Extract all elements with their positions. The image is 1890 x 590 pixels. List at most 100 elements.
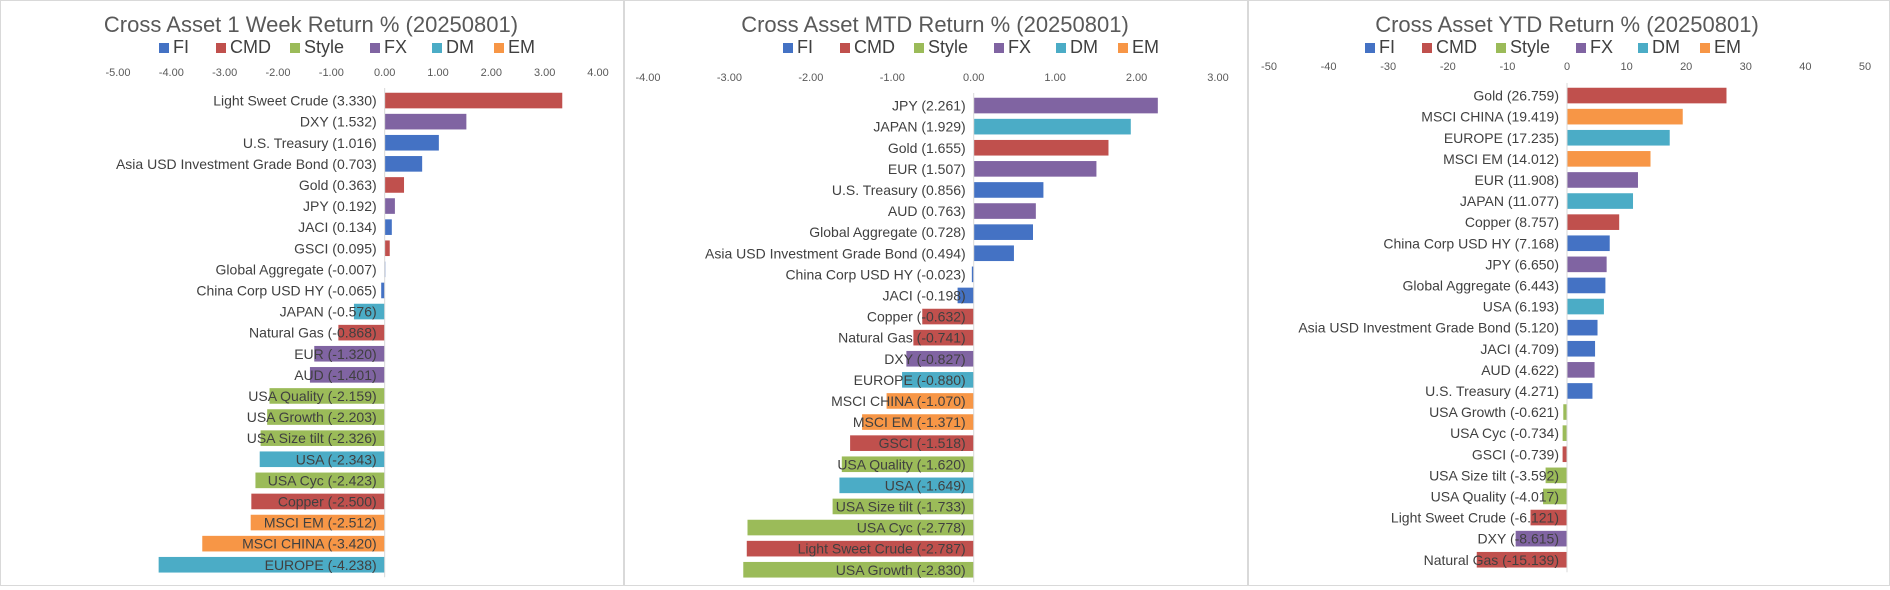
bar-usa-cyc-0-734: [1562, 425, 1567, 441]
x-tick-label: -2.00: [798, 72, 823, 84]
category-label-europe-0-880: EUROPE (-0.880): [854, 372, 966, 388]
bar-light-sweet-crude-3-330: [384, 92, 563, 109]
category-label-natural-gas-0-868: Natural Gas (-0.868): [249, 325, 377, 341]
category-label-usa-1-649: USA (-1.649): [885, 477, 966, 493]
bar-copper-8-757: [1567, 214, 1620, 230]
category-label-aud-0-763: AUD (0.763): [888, 203, 966, 219]
category-label-japan-11-077: JAPAN (11.077): [1460, 193, 1559, 209]
bar-usa-cyc-2-778: [747, 519, 974, 536]
bar-usa-cyc-2-423: [255, 472, 385, 489]
category-label-u-s-treasury-1-016: U.S. Treasury (1.016): [243, 135, 377, 151]
x-tick-label: -3.00: [717, 72, 742, 84]
bar-dxy-1-532: [384, 113, 467, 130]
category-label-eur-11-908: EUR (11.908): [1474, 172, 1559, 188]
bar-aud-0-763: [973, 203, 1036, 219]
x-tick-label: 4.00: [587, 67, 608, 79]
legend-swatch-fi: [783, 43, 793, 53]
bar-copper-0-632: [922, 308, 974, 325]
bar-usa-quality-4-017: [1543, 488, 1567, 505]
x-tick-label: 2.00: [1126, 72, 1147, 84]
bar-jaci-4-709: [1567, 340, 1596, 357]
legend-label-em: EM: [1132, 37, 1159, 57]
bar-usa-6-193: [1567, 298, 1604, 315]
category-label-jpy-0-192: JPY (0.192): [303, 198, 377, 214]
x-tick-label: -20: [1440, 61, 1456, 73]
x-tick-label: -2.00: [265, 67, 290, 79]
legend-label-style: Style: [304, 37, 344, 57]
category-label-asia-usd-investment-grade-bond-5-120: Asia USD Investment Grade Bond (5.120): [1298, 320, 1559, 336]
x-tick-label: 10: [1620, 61, 1632, 73]
bar-msci-china-3-420: [202, 535, 385, 552]
bar-eur-11-908: [1567, 172, 1638, 188]
category-label-asia-usd-investment-grade-bond-0-703: Asia USD Investment Grade Bond (0.703): [116, 156, 377, 172]
bar-copper-2-500: [251, 493, 385, 510]
bar-light-sweet-crude-6-121: [1530, 509, 1567, 526]
bar-msci-china-1-070: [886, 393, 974, 409]
legend-label-fx: FX: [1590, 37, 1613, 57]
bar-jpy-6-650: [1567, 256, 1607, 273]
bar-gsci-0-739: [1562, 446, 1567, 463]
legend-label-fx: FX: [1008, 37, 1031, 57]
chart-title: Cross Asset YTD Return % (20250801): [1375, 12, 1759, 37]
category-label-jpy-2-261: JPY (2.261): [892, 98, 966, 114]
bar-usa-quality-2-159: [269, 388, 385, 404]
category-label-gsci-1-518: GSCI (-1.518): [879, 435, 966, 451]
legend-label-fi: FI: [797, 37, 813, 57]
bar-usa-size-tilt-3-592: [1545, 467, 1567, 484]
chart-panel-ytd: Cross Asset YTD Return % (20250801) FI CMD…: [1248, 0, 1890, 586]
legend-label-fx: FX: [384, 37, 407, 57]
bar-europe-17-235: [1567, 129, 1670, 146]
bar-jpy-0-192: [384, 198, 395, 214]
bar-usa-growth-2-830: [743, 561, 974, 578]
x-tick-label: 1.00: [427, 67, 448, 79]
bar-europe-0-880: [902, 372, 974, 388]
bar-msci-em-1-371: [862, 414, 974, 430]
category-label-jaci-0-134: JACI (0.134): [298, 219, 377, 235]
category-label-aud-1-401: AUD (-1.401): [294, 367, 376, 383]
category-label-usa-growth-0-621: USA Growth (-0.621): [1429, 404, 1559, 420]
category-label-usa-6-193: USA (6.193): [1483, 299, 1559, 315]
bar-jaci-0-198: [957, 287, 974, 304]
x-tick-label: -4.00: [635, 72, 660, 84]
chart-ytd-return: Cross Asset YTD Return % (20250801)FI CMD…: [1261, 12, 1871, 573]
category-label-usa-cyc-2-423: USA Cyc (-2.423): [268, 472, 377, 488]
category-label-usa-cyc-0-734: USA Cyc (-0.734): [1450, 425, 1559, 441]
category-label-usa-2-343: USA (-2.343): [296, 451, 377, 467]
x-tick-label: 3.00: [1207, 72, 1228, 84]
category-label-asia-usd-investment-grade-bond-0-494: Asia USD Investment Grade Bond (0.494): [705, 245, 966, 261]
legend-label-cmd: CMD: [1436, 37, 1477, 57]
category-label-china-corp-usd-hy-7-168: China Corp USD HY (7.168): [1383, 235, 1559, 251]
bar-japan-0-576: [353, 303, 385, 320]
bar-asia-usd-investment-grade-bond-0-494: [973, 245, 1014, 262]
legend-swatch-dm: [432, 43, 442, 53]
bar-china-corp-usd-hy-0-065: [381, 282, 385, 299]
category-label-msci-china-3-420: MSCI CHINA (-3.420): [242, 536, 377, 552]
x-tick-label: -4.00: [159, 67, 184, 79]
legend-swatch-dm: [1056, 43, 1066, 53]
category-label-usa-quality-1-620: USA Quality (-1.620): [837, 456, 965, 472]
category-label-jpy-6-650: JPY (6.650): [1485, 256, 1559, 272]
legend-swatch-cmd: [1422, 43, 1432, 53]
x-tick-label: 2.00: [481, 67, 502, 79]
bar-natural-gas-0-741: [913, 329, 974, 346]
chart-1week-return: Cross Asset 1 Week Return % (20250801)FI…: [104, 12, 609, 578]
legend-label-em: EM: [1714, 37, 1741, 57]
legend-swatch-fx: [994, 43, 1004, 53]
category-label-natural-gas-15-139: Natural Gas (-15.139): [1424, 552, 1559, 568]
bar-u-s-treasury-4-271: [1567, 383, 1593, 399]
category-label-europe-17-235: EUROPE (17.235): [1444, 130, 1559, 146]
x-tick-label: -40: [1321, 61, 1337, 73]
bar-jaci-0-134: [384, 219, 392, 235]
bar-natural-gas-0-868: [338, 324, 385, 341]
legend-label-dm: DM: [1070, 37, 1098, 57]
x-tick-label: -5.00: [105, 67, 130, 79]
bar-europe-4-238: [158, 556, 385, 573]
category-label-usa-size-tilt-3-592: USA Size tilt (-3.592): [1429, 467, 1559, 483]
legend-swatch-fx: [1576, 43, 1586, 53]
legend-label-fi: FI: [173, 37, 189, 57]
chart-panel-1week: Cross Asset 1 Week Return % (20250801) FI…: [0, 0, 624, 586]
x-tick-label: 0: [1564, 61, 1570, 73]
legend-swatch-em: [494, 43, 504, 53]
legend-swatch-fi: [1365, 43, 1375, 53]
category-label-gold-0-363: Gold (0.363): [299, 177, 377, 193]
